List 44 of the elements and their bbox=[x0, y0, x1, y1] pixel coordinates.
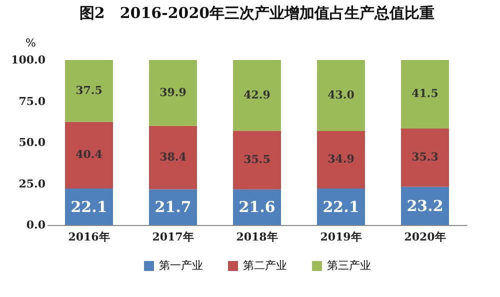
bar bbox=[401, 128, 449, 187]
legend-label: 第一产业 bbox=[159, 259, 203, 272]
text: 38.4 bbox=[160, 150, 186, 164]
x-tick-label: 2019年 bbox=[320, 230, 362, 244]
bar bbox=[317, 188, 365, 225]
bar bbox=[317, 130, 365, 189]
text: 42.9 bbox=[244, 88, 270, 102]
legend-label: 第二产业 bbox=[243, 259, 287, 272]
text: 22.1 bbox=[70, 198, 108, 216]
y-tick-label: 75.0 bbox=[18, 94, 46, 108]
text: 21.7 bbox=[154, 198, 192, 216]
bar bbox=[65, 188, 113, 225]
bar bbox=[401, 186, 449, 225]
x-tick-label: 2017年 bbox=[152, 230, 194, 244]
y-tick-label: 100.0 bbox=[11, 54, 46, 66]
text: 21.6 bbox=[238, 198, 276, 216]
x-tick-label: 2020年 bbox=[404, 230, 446, 244]
bar bbox=[65, 60, 113, 122]
bar bbox=[401, 60, 449, 128]
y-tick-label: 25.0 bbox=[18, 177, 46, 190]
chart-title: 图2 2016-2020年三次产业增加值占生产总值比重 bbox=[79, 4, 435, 22]
bar bbox=[149, 126, 197, 190]
bar bbox=[233, 60, 281, 131]
text: 35.5 bbox=[244, 153, 270, 166]
y-tick-label: 50.0 bbox=[18, 136, 46, 149]
y-axis-title: % bbox=[26, 36, 36, 50]
x-tick-label: 2018年 bbox=[236, 230, 278, 244]
text: 37.5 bbox=[76, 84, 102, 97]
bar bbox=[149, 60, 197, 126]
text: 22.1 bbox=[322, 198, 360, 216]
bar bbox=[149, 189, 197, 225]
text: 40.4 bbox=[76, 148, 102, 162]
text: 35.3 bbox=[412, 150, 438, 164]
bar bbox=[317, 60, 365, 131]
legend-label: 第三产业 bbox=[327, 259, 371, 272]
bar bbox=[233, 130, 281, 190]
x-tick-label: 2016年 bbox=[68, 230, 110, 244]
text: 23.2 bbox=[406, 196, 444, 215]
text: 34.9 bbox=[328, 152, 354, 166]
bar bbox=[65, 122, 113, 189]
text: 39.9 bbox=[160, 86, 186, 99]
text: 43.0 bbox=[328, 88, 354, 102]
y-tick-label: 0.0 bbox=[26, 218, 46, 232]
text: 41.5 bbox=[412, 87, 438, 100]
